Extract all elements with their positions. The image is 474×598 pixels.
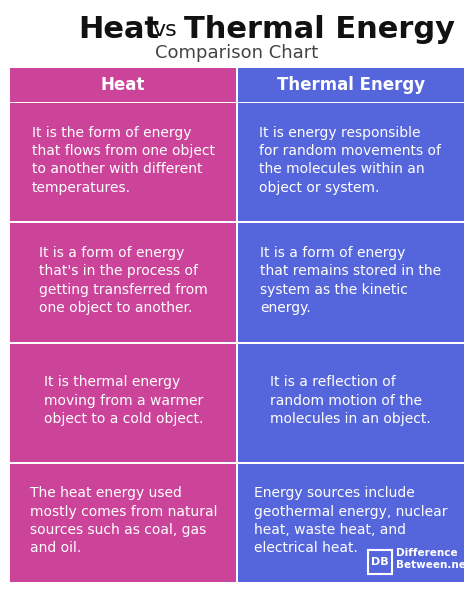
FancyBboxPatch shape	[10, 223, 236, 341]
FancyBboxPatch shape	[10, 343, 236, 462]
FancyBboxPatch shape	[238, 103, 464, 221]
Text: The heat energy used
mostly comes from natural
sources such as coal, gas
and oil: The heat energy used mostly comes from n…	[30, 486, 217, 556]
FancyBboxPatch shape	[238, 343, 464, 462]
Text: It is energy responsible
for random movements of
the molecules within an
object : It is energy responsible for random move…	[259, 126, 441, 195]
FancyBboxPatch shape	[238, 464, 464, 582]
Text: vs: vs	[153, 20, 177, 40]
FancyBboxPatch shape	[238, 68, 464, 102]
FancyBboxPatch shape	[10, 103, 236, 221]
Text: Thermal Energy: Thermal Energy	[184, 16, 456, 44]
FancyBboxPatch shape	[368, 550, 392, 574]
Text: Comparison Chart: Comparison Chart	[155, 44, 319, 62]
FancyBboxPatch shape	[238, 223, 464, 341]
Text: It is a reflection of
random motion of the
molecules in an object.: It is a reflection of random motion of t…	[270, 375, 431, 426]
Text: Difference
Between.net: Difference Between.net	[396, 548, 471, 570]
Text: It is a form of energy
that's in the process of
getting transferred from
one obj: It is a form of energy that's in the pro…	[39, 246, 208, 315]
Text: DB: DB	[371, 557, 389, 567]
Text: It is thermal energy
moving from a warmer
object to a cold object.: It is thermal energy moving from a warme…	[44, 375, 203, 426]
Text: It is the form of energy
that flows from one object
to another with different
te: It is the form of energy that flows from…	[32, 126, 215, 195]
Text: Energy sources include
geothermal energy, nuclear
heat, waste heat, and
electric: Energy sources include geothermal energy…	[254, 486, 447, 556]
Text: It is a form of energy
that remains stored in the
system as the kinetic
energy.: It is a form of energy that remains stor…	[260, 246, 441, 315]
FancyBboxPatch shape	[10, 68, 236, 102]
Text: Thermal Energy: Thermal Energy	[277, 76, 425, 94]
Text: Heat: Heat	[101, 76, 145, 94]
Text: Heat: Heat	[78, 16, 160, 44]
FancyBboxPatch shape	[10, 464, 236, 582]
